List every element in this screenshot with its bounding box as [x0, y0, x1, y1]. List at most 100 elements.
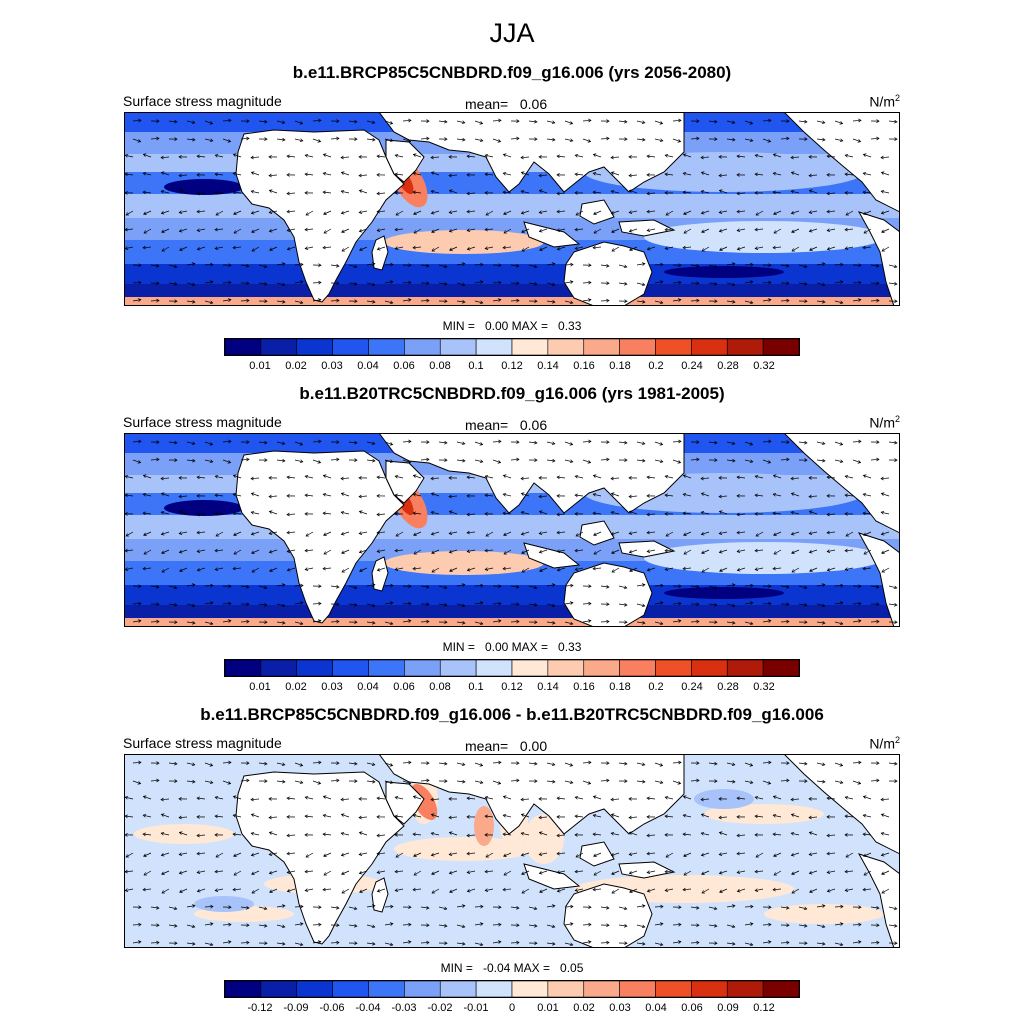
continent-outline — [784, 434, 899, 534]
colorbar-swatch — [762, 339, 799, 355]
continent-outline — [235, 129, 405, 303]
units-label: N/m2 — [869, 735, 900, 752]
colorbar-tick-label: 0.16 — [573, 681, 595, 693]
continent-outline — [371, 556, 389, 592]
land-mask — [235, 113, 899, 305]
mean-readout: mean= 0.00 — [465, 738, 548, 754]
colorbar-tick-label: 0.2 — [648, 360, 664, 372]
colorbar-tick-label: -0.12 — [247, 1002, 273, 1014]
colorbar-tick-label: -0.01 — [463, 1002, 489, 1014]
colorbar-tick-label: 0.12 — [501, 360, 523, 372]
colorbar-swatch — [439, 981, 477, 997]
continent-outline — [379, 755, 685, 835]
colorbar — [224, 980, 800, 998]
colorbar-swatch — [260, 981, 298, 997]
continent-outline — [784, 113, 899, 213]
colorbar-swatch — [404, 660, 441, 676]
colorbar-tick-label: 0.04 — [645, 1002, 667, 1014]
colorbar-tick-label: 0.02 — [285, 681, 307, 693]
colorbar-swatch — [547, 981, 585, 997]
colorbar-swatch — [332, 660, 369, 676]
colorbar-tick-label: 0.14 — [537, 360, 559, 372]
colorbar-tick-label: 0.04 — [357, 681, 379, 693]
colorbar-tick-label: -0.04 — [355, 1002, 381, 1014]
colorbar-tick-label: 0.18 — [609, 681, 631, 693]
map-plot — [125, 113, 899, 305]
stress-map — [124, 433, 900, 627]
colorbar-swatch — [583, 981, 620, 997]
colorbar-tick-label: 0.03 — [321, 681, 343, 693]
colorbar-tick-label: 0.04 — [357, 360, 379, 372]
field-label: Surface stress magnitude — [123, 93, 282, 109]
colorbar-swatch — [439, 660, 477, 676]
colorbar-swatch — [332, 981, 369, 997]
panel-title: b.e11.BRCP85C5CNBDRD.f09_g16.006 - b.e11… — [200, 705, 824, 724]
colorbar-tick-label: 0.06 — [393, 681, 415, 693]
continent-outline — [618, 219, 676, 237]
colorbar-swatch — [260, 339, 298, 355]
colorbar — [224, 659, 800, 677]
units-label: N/m2 — [869, 414, 900, 431]
colorbar-swatch — [547, 339, 585, 355]
colorbar-swatch — [404, 339, 441, 355]
colorbar-swatch — [619, 981, 656, 997]
colorbar-swatch — [726, 981, 764, 997]
stress-difference-map — [124, 754, 900, 948]
colorbar-swatch — [225, 339, 262, 355]
colorbar-tick-label: 0.1 — [468, 681, 484, 693]
min-max-readout: MIN = -0.04 MAX = 0.05 — [440, 961, 584, 975]
colorbar-tick-label: 0.28 — [717, 681, 739, 693]
continent-outline — [618, 861, 676, 879]
colorbar-swatch — [619, 660, 656, 676]
colorbar-tick-label: 0.01 — [249, 681, 271, 693]
colorbar-tick-label: 0.16 — [573, 360, 595, 372]
colorbar-tick-label: 0.12 — [501, 681, 523, 693]
colorbar-tick-label: 0.32 — [753, 681, 775, 693]
continent-outline — [235, 771, 405, 945]
figure-title: JJA — [489, 18, 535, 48]
colorbar-tick-label: 0.14 — [537, 681, 559, 693]
colorbar-swatch — [296, 981, 333, 997]
continent-outline — [579, 841, 615, 867]
panel-title: b.e11.B20TRC5CNBDRD.f09_g16.006 (yrs 198… — [299, 384, 725, 403]
colorbar-tick-label: -0.03 — [391, 1002, 417, 1014]
colorbar-tick-label: 0.06 — [681, 1002, 703, 1014]
colorbar-tick-label: 0.28 — [717, 360, 739, 372]
colorbar-swatch — [583, 339, 620, 355]
colorbar-swatch — [655, 981, 692, 997]
continent-outline — [385, 460, 425, 504]
colorbar-swatch — [404, 981, 441, 997]
continent-outline — [379, 434, 685, 514]
continent-outline — [784, 755, 899, 855]
colorbar-swatch — [368, 981, 405, 997]
colorbar-swatch — [655, 660, 692, 676]
colorbar-tick-label: 0.01 — [537, 1002, 559, 1014]
colorbar-swatch — [296, 339, 333, 355]
map-plot — [125, 434, 899, 626]
colorbar-swatch — [475, 981, 513, 997]
panel-title: b.e11.BRCP85C5CNBDRD.f09_g16.006 (yrs 20… — [292, 63, 732, 82]
colorbar-tick-label: 0.24 — [681, 681, 703, 693]
colorbar-tick-label: 0.2 — [648, 681, 664, 693]
min-max-readout: MIN = 0.00 MAX = 0.33 — [442, 640, 582, 654]
colorbar-swatch — [655, 339, 692, 355]
stress-vectors — [125, 439, 898, 626]
colorbar-tick-label: 0 — [508, 1002, 516, 1014]
colorbar-tick-label: 0.12 — [753, 1002, 775, 1014]
colorbar-tick-label: 0.08 — [429, 360, 451, 372]
colorbar-swatch — [511, 339, 549, 355]
colorbar-swatch — [619, 339, 656, 355]
colorbar-swatch — [368, 660, 405, 676]
continent-outline — [857, 853, 899, 947]
colorbar-tick-label: 0.09 — [717, 1002, 739, 1014]
colorbar-tick-label: 0.06 — [393, 360, 415, 372]
colorbar-tick-label: -0.02 — [427, 1002, 453, 1014]
colorbar-swatch — [475, 660, 513, 676]
continent-outline — [857, 532, 899, 626]
continent-outline — [579, 199, 615, 225]
colorbar-swatch — [260, 660, 298, 676]
colorbar-tick-label: 0.03 — [609, 1002, 631, 1014]
colorbar-swatch — [368, 339, 405, 355]
colorbar-swatch — [475, 339, 513, 355]
continent-outline — [379, 113, 685, 193]
